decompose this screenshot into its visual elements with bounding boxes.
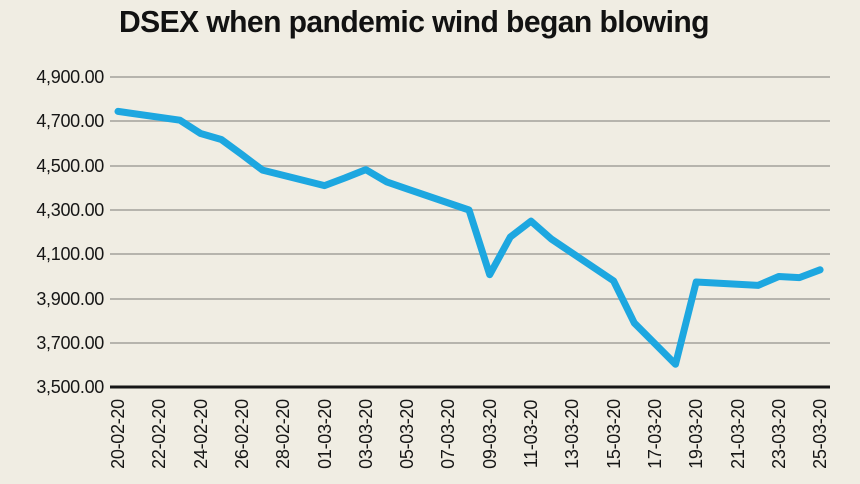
y-axis-tick-label: 4,500.00	[36, 155, 104, 176]
x-axis-tick-label: 26-02-20	[231, 399, 252, 469]
x-axis-tick-label: 05-03-20	[397, 399, 418, 469]
y-axis-tick-label: 3,900.00	[36, 288, 104, 309]
x-axis-tick-label: 22-02-20	[149, 399, 170, 469]
x-axis-tick-label: 01-03-20	[314, 399, 335, 469]
x-axis-tick-label: 15-03-20	[603, 399, 624, 469]
x-axis-tick-label: 09-03-20	[479, 399, 500, 469]
y-axis-tick-label: 3,700.00	[36, 332, 104, 353]
dsex-series-line	[114, 107, 824, 368]
y-axis-tick-label: 4,100.00	[36, 244, 104, 265]
x-axis-tick-label: 19-03-20	[686, 399, 707, 469]
x-axis-tick-label: 17-03-20	[644, 399, 665, 469]
x-axis-tick-label: 25-03-20	[810, 399, 831, 469]
x-axis-tick-label: 11-03-20	[521, 399, 541, 469]
y-axis-tick-label: 4,700.00	[36, 111, 104, 132]
x-axis-tick-label: 23-03-20	[768, 399, 789, 469]
x-axis-tick-label: 13-03-20	[562, 399, 583, 469]
x-axis-tick-label: 21-03-20	[727, 399, 748, 469]
y-axis-tick-label: 3,500.00	[36, 377, 104, 398]
x-axis-tick-label: 28-02-20	[273, 399, 294, 469]
chart-title: DSEX when pandemic wind began blowing	[119, 4, 710, 39]
y-axis-tick-label: 4,300.00	[36, 199, 104, 220]
x-axis-tick-label: 03-03-20	[355, 399, 376, 469]
x-axis-tick-label: 24-02-20	[190, 399, 211, 469]
y-axis-tick-label: 4,900.00	[36, 67, 104, 87]
x-axis-tick-label: 07-03-20	[438, 399, 459, 469]
x-axis-tick-label: 20-02-20	[108, 399, 128, 469]
